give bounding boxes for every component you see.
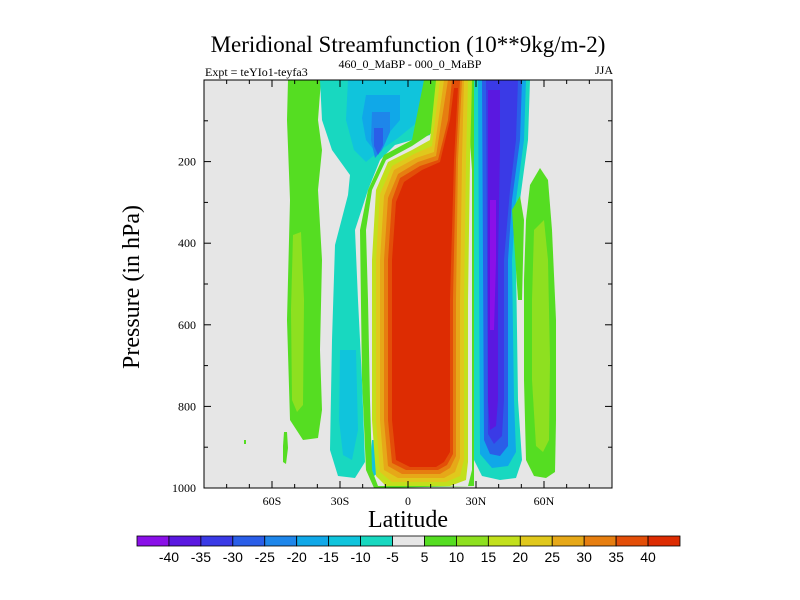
x-axis-title: Latitude xyxy=(368,507,448,533)
colorbar-swatch xyxy=(487,535,521,547)
colorbar: -40 -35 -30 -25 -20 -15 -10 -5 5 10 15 20 25 30 35 40 xyxy=(136,535,681,565)
period-label: 460_0_MaBP - 000_0_MaBP xyxy=(339,57,482,71)
colorbar-label: 35 xyxy=(608,549,624,565)
colorbar-swatch xyxy=(392,535,425,547)
x-axis: 60S 30S 0 30N 60N xyxy=(226,80,590,508)
season-label: JJA xyxy=(595,63,613,77)
colorbar-label: 20 xyxy=(513,549,529,565)
colorbar-swatch xyxy=(424,535,457,547)
colorbar-label: -10 xyxy=(350,549,370,565)
x-tick-label: 0 xyxy=(405,494,411,508)
y-axis-title: Pressure (in hPa) xyxy=(119,205,145,369)
colorbar-swatch xyxy=(519,535,553,547)
x-tick-label: 60S xyxy=(263,494,282,508)
y-tick-label: 200 xyxy=(178,155,196,169)
colorbar-label: -35 xyxy=(191,549,211,565)
colorbar-swatch xyxy=(168,535,202,547)
x-tick-label: 30N xyxy=(466,494,487,508)
y-tick-label: 400 xyxy=(178,236,196,250)
x-tick-label: 60N xyxy=(534,494,555,508)
colorbar-label: 30 xyxy=(576,549,592,565)
colorbar-label: 25 xyxy=(544,549,560,565)
colorbar-label: 10 xyxy=(449,549,465,565)
colorbar-swatch xyxy=(232,535,266,547)
contour-main-positive-core xyxy=(392,88,458,467)
colorbar-swatch xyxy=(456,535,489,547)
colorbar-label: 40 xyxy=(640,549,656,565)
y-tick-label: 600 xyxy=(178,318,196,332)
colorbar-label: -20 xyxy=(287,549,307,565)
colorbar-swatch xyxy=(200,535,234,547)
colorbar-swatch xyxy=(264,535,298,547)
colorbar-label: -5 xyxy=(386,549,399,565)
contour-southern-negative-l5 xyxy=(374,128,383,155)
y-tick-label: 1000 xyxy=(172,481,196,495)
chart-title: Meridional Streamfunction (10**9kg/m-2) xyxy=(211,32,606,57)
x-tick-label: 30S xyxy=(331,494,350,508)
contour-south-speck xyxy=(244,440,246,444)
y-axis: 200 400 600 800 1000 xyxy=(172,120,612,495)
colorbar-label: -30 xyxy=(223,549,243,565)
colorbar-swatch xyxy=(615,535,649,547)
contour-southern-positive-inner xyxy=(291,232,304,412)
colorbar-swatch xyxy=(647,535,681,547)
colorbar-label: -40 xyxy=(159,549,179,565)
colorbar-label: -25 xyxy=(255,549,275,565)
colorbar-swatch xyxy=(136,535,170,547)
colorbar-swatch xyxy=(551,535,585,547)
colorbar-swatch xyxy=(296,535,330,547)
colorbar-label: 15 xyxy=(481,549,497,565)
colorbar-swatch xyxy=(328,535,361,547)
colorbar-swatch xyxy=(360,535,393,547)
colorbar-label: -15 xyxy=(319,549,339,565)
y-tick-label: 800 xyxy=(178,399,196,413)
contour-northern-positive-left-edge xyxy=(512,196,524,300)
contour-south-isolated xyxy=(283,432,288,464)
colorbar-swatch xyxy=(583,535,617,547)
colorbar-label: 5 xyxy=(421,549,429,565)
contour-northern-negative-core xyxy=(490,200,496,330)
experiment-label: Expt = teYIo1-teyfa3 xyxy=(205,65,308,79)
contour-northern-positive-inner xyxy=(532,220,550,452)
contour-southern-negative-lower xyxy=(339,350,358,460)
contour-field xyxy=(204,80,612,488)
